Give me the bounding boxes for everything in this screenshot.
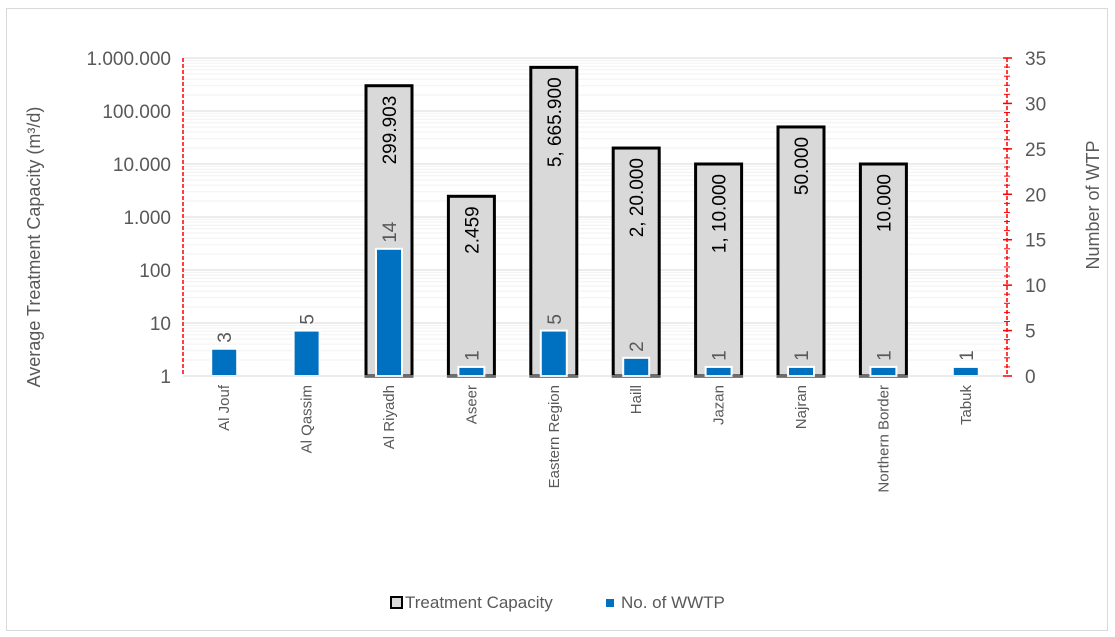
legend-label-wwtp: No. of WWTP: [621, 593, 725, 612]
x-category-label: Aseer: [463, 385, 480, 424]
capacity-bar: [776, 125, 826, 378]
x-category-label: Al Riyadh: [381, 385, 398, 449]
y2-axis-title: Number of WTP: [1083, 140, 1103, 269]
x-category-label: Haill: [628, 385, 645, 414]
wwtp-count-data-label: 1: [874, 350, 895, 361]
wwtp-count-bar: [210, 347, 239, 378]
capacity-data-label: 299.903: [380, 96, 401, 165]
legend-label-capacity: Treatment Capacity: [405, 593, 553, 612]
wwtp-count-data-label: 2: [627, 341, 648, 352]
capacity-bar: [611, 146, 661, 378]
wwtp-count-data-label: 5: [545, 314, 566, 325]
x-category-label: Al Jouf: [216, 384, 233, 431]
x-category-label: Northern Border: [875, 385, 892, 493]
chart-frame: 1 10 100 1.000 10.000 100.000 1.000.000 0 5 10 15 2…: [6, 8, 1108, 631]
capacity-data-label: 10.000: [874, 174, 895, 232]
y-tick-label: 1.000: [123, 208, 171, 229]
y2-tick-label: 20: [1025, 185, 1046, 206]
x-category-label: Jazan: [711, 385, 728, 425]
wwtp-count-data-label: 14: [380, 221, 401, 243]
capacity-bars: [364, 65, 908, 378]
y2-tick-label: 10: [1025, 276, 1046, 297]
legend-swatch-capacity: [390, 596, 403, 609]
wwtp-count-data-label: 1: [710, 350, 731, 361]
axes: 1101001.00010.000100.0001.000.0000510152…: [24, 49, 1103, 493]
y2-tick-label: 30: [1025, 94, 1046, 115]
capacity-bar: [694, 162, 744, 378]
x-category-label: Najran: [793, 385, 810, 429]
capacity-bar: [858, 162, 908, 378]
bar-chart: 1101001.00010.000100.0001.000.0000510152…: [24, 49, 1103, 612]
x-category-label: Al Qassim: [299, 385, 316, 453]
wwtp-count-bar: [951, 365, 980, 377]
wwtp-count-bar: [704, 365, 733, 377]
y2-tick-label: 25: [1025, 140, 1046, 161]
y-tick-label: 10.000: [113, 155, 171, 176]
wwtp-count-bar: [622, 356, 651, 378]
y-tick-label: 1: [160, 367, 171, 388]
y-axis-title: Average Treatment Capacity (m³/d): [24, 107, 44, 388]
wwtp-count-bars: [210, 247, 980, 378]
y-tick-label: 100: [139, 261, 171, 282]
capacity-data-label: 5, 665.900: [545, 77, 566, 167]
y-tick-label: 100.000: [102, 102, 171, 123]
capacity-data-label: 2, 20.000: [627, 158, 648, 237]
legend: Treatment Capacity No. of WWTP: [390, 593, 725, 612]
capacity-bar: [529, 65, 579, 378]
y-tick-label: 10: [150, 314, 171, 335]
capacity-data-label: 2.459: [462, 206, 483, 254]
y2-tick-label: 5: [1025, 322, 1036, 343]
capacity-data-label: 50.000: [792, 137, 813, 195]
wwtp-count-data-label: 3: [215, 332, 236, 343]
y-tick-label: 1.000.000: [86, 49, 171, 70]
legend-swatch-wwtp: [606, 599, 614, 607]
wwtp-count-bar: [457, 365, 486, 377]
wwtp-count-bar: [292, 329, 321, 378]
wwtp-count-bar: [375, 247, 403, 377]
data-labels: 299.903 2.459 5, 665.900 2, 20.000 1, 10.000…: [215, 77, 978, 361]
y2-tick-label: 35: [1025, 49, 1046, 70]
wwtp-count-data-label: 1: [957, 350, 978, 361]
y2-tick-label: 15: [1025, 231, 1046, 252]
x-category-label: Tabuk: [958, 385, 975, 426]
capacity-data-label: 1, 10.000: [710, 174, 731, 253]
capacity-bar: [446, 194, 496, 378]
y2-tick-label: 0: [1025, 367, 1036, 388]
wwtp-count-bar: [869, 365, 898, 377]
wwtp-count-bar: [539, 329, 568, 378]
wwtp-count-bar: [787, 365, 815, 377]
wwtp-count-data-label: 5: [298, 314, 319, 325]
wwtp-count-data-label: 1: [462, 350, 483, 361]
x-category-label: Eastern Region: [546, 385, 563, 488]
wwtp-count-data-label: 1: [792, 350, 813, 361]
